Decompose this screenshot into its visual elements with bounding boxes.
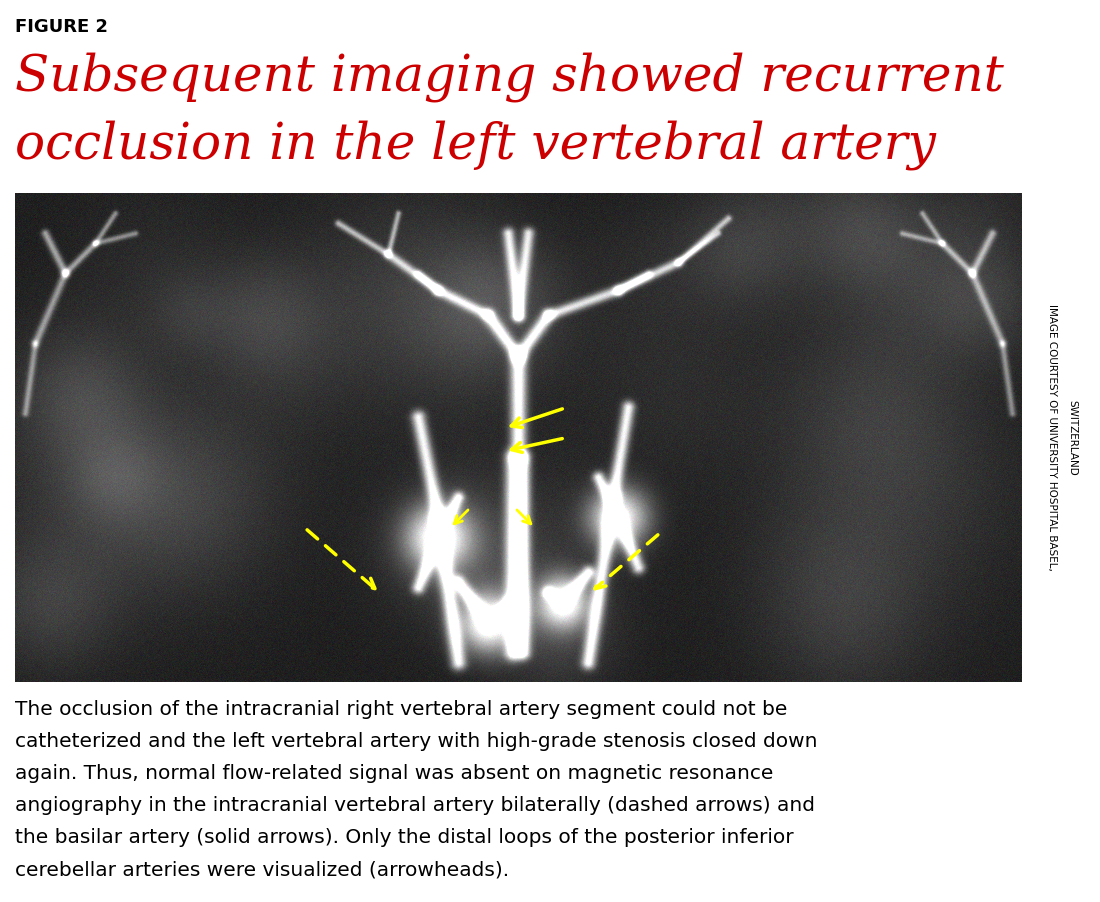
Text: the basilar artery (solid arrows). Only the distal loops of the posterior inferi: the basilar artery (solid arrows). Only …: [15, 828, 793, 847]
Text: The occlusion of the intracranial right vertebral artery segment could not be: The occlusion of the intracranial right …: [15, 700, 788, 719]
Text: FIGURE 2: FIGURE 2: [15, 18, 108, 36]
Text: again. Thus, normal flow-related signal was absent on magnetic resonance: again. Thus, normal flow-related signal …: [15, 764, 773, 783]
Text: angiography in the intracranial vertebral artery bilaterally (dashed arrows) and: angiography in the intracranial vertebra…: [15, 796, 815, 815]
Text: IMAGE COURTESY OF UNIVERSITY HOSPITAL BASEL,: IMAGE COURTESY OF UNIVERSITY HOSPITAL BA…: [1047, 304, 1057, 571]
Text: SWITZERLAND: SWITZERLAND: [1067, 400, 1077, 475]
Text: cerebellar arteries were visualized (arrowheads).: cerebellar arteries were visualized (arr…: [15, 860, 509, 879]
Text: occlusion in the left vertebral artery: occlusion in the left vertebral artery: [15, 120, 936, 170]
Text: catheterized and the left vertebral artery with high-grade stenosis closed down: catheterized and the left vertebral arte…: [15, 732, 817, 751]
Text: Subsequent imaging showed recurrent: Subsequent imaging showed recurrent: [15, 52, 1004, 102]
